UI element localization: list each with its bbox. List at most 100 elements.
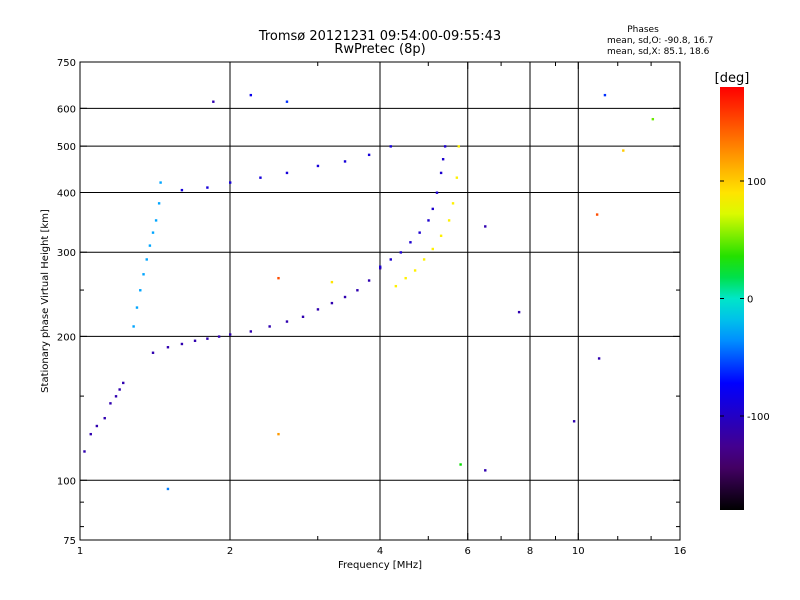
scattered-points	[166, 93, 655, 491]
data-point	[441, 158, 445, 161]
data-point	[151, 351, 155, 354]
y-tick-label: 300	[57, 248, 76, 259]
data-point	[316, 308, 320, 311]
data-point	[109, 402, 112, 405]
y-tick-label: 500	[57, 142, 76, 153]
data-point	[367, 279, 371, 282]
data-point	[439, 234, 443, 237]
data-point	[343, 160, 347, 163]
x-tick-label: 1	[77, 546, 83, 557]
colorbar: [deg] 100 0 -100	[715, 71, 770, 510]
data-point	[431, 247, 434, 251]
data-point	[595, 213, 599, 216]
y-tick-label: 75	[63, 536, 76, 547]
data-point	[484, 225, 487, 228]
y-tick-label: 400	[57, 188, 76, 199]
data-point	[277, 432, 280, 436]
data-point	[439, 171, 443, 175]
data-point	[285, 171, 289, 175]
data-point	[285, 100, 289, 103]
y-tick-label: 600	[57, 104, 76, 115]
data-point	[459, 463, 462, 466]
data-point	[422, 258, 426, 261]
y-tick-label: 100	[57, 476, 76, 487]
data-point	[145, 258, 148, 261]
data-point	[367, 153, 371, 157]
data-point	[389, 145, 392, 148]
data-point	[356, 289, 359, 292]
data-point	[135, 306, 139, 309]
stats-o-mode: mean, sd,O: -90.8, 16.7	[607, 36, 713, 46]
x-tick-label: 2	[227, 546, 233, 557]
series-trace	[394, 145, 460, 288]
data-point	[455, 176, 459, 179]
series-trace	[132, 181, 162, 328]
data-point	[180, 188, 184, 192]
data-point	[651, 117, 655, 121]
series-trace	[151, 267, 382, 354]
data-point	[166, 487, 170, 491]
data-point	[217, 335, 221, 338]
data-point	[103, 416, 106, 420]
data-point	[89, 432, 92, 436]
data-point	[517, 310, 521, 314]
data-point	[83, 450, 86, 453]
data-point	[285, 320, 289, 323]
data-point	[268, 325, 271, 328]
y-tick-label: 750	[57, 58, 76, 69]
data-point	[343, 295, 347, 299]
data-point	[418, 231, 421, 234]
data-point	[180, 342, 184, 346]
data-point	[409, 241, 412, 244]
colorbar-tick-label: 0	[747, 295, 753, 306]
x-tick-label: 10	[572, 546, 585, 557]
data-point	[379, 265, 382, 268]
data-point	[404, 276, 407, 280]
data-point	[277, 276, 280, 280]
chart-subtitle: RwPretec (8p)	[334, 42, 425, 57]
series-trace	[83, 381, 125, 453]
stats-x-mode: mean, sd,X: 85.1, 18.6	[607, 47, 710, 57]
data-point	[622, 149, 625, 152]
data-point	[139, 289, 142, 292]
data-point	[379, 267, 382, 270]
data-point	[413, 269, 417, 272]
data-point	[394, 284, 398, 288]
x-tick-label: 8	[527, 546, 533, 557]
data-point	[206, 186, 209, 189]
data-point	[142, 273, 145, 276]
data-point	[259, 176, 262, 179]
data-point	[389, 258, 392, 261]
data-point	[330, 280, 334, 284]
x-tick-label: 16	[674, 546, 687, 557]
chart-title: Tromsø 20121231 09:54:00-09:55:43	[258, 29, 501, 44]
data-point	[154, 219, 158, 222]
data-point	[399, 251, 403, 254]
data-point	[159, 181, 162, 184]
data-point	[114, 395, 118, 398]
data-point	[148, 244, 152, 247]
data-point	[132, 325, 135, 328]
data-point	[443, 145, 447, 148]
stats-heading: Phases	[627, 25, 659, 35]
data-point	[301, 315, 305, 319]
colorbar-label: [deg]	[715, 71, 750, 86]
y-axis-label: Stationary phase Virtual Height [km]	[40, 209, 51, 393]
plot-area: 1 2 4 6 8 10 16 75 100 200 300 400 500 600 750 Frequenc…	[40, 58, 686, 571]
data-point	[597, 357, 601, 360]
data-point	[122, 381, 125, 385]
y-tick-label: 200	[57, 332, 76, 343]
data-point	[151, 231, 155, 234]
data-point	[249, 93, 253, 97]
data-point	[451, 202, 455, 205]
data-point	[457, 145, 460, 148]
data-point	[572, 420, 576, 423]
colorbar-tick-label: 100	[747, 177, 766, 188]
x-tick-label: 6	[465, 546, 471, 557]
data-point	[316, 164, 320, 168]
data-point	[157, 202, 161, 205]
colorbar-tick-label: -100	[747, 412, 770, 423]
series-trace	[379, 145, 447, 268]
data-point	[166, 346, 170, 349]
